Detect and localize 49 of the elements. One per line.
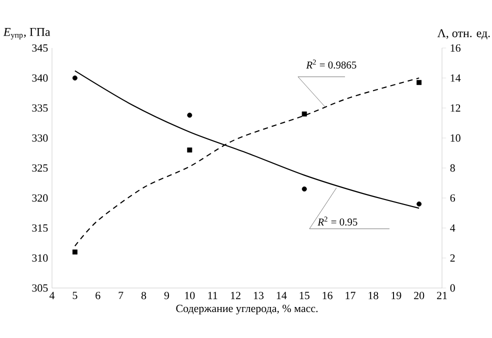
y-tick-label: 320 — [32, 194, 48, 202]
point — [302, 112, 307, 116]
point — [187, 112, 192, 118]
y2-tick-label: 2 — [450, 254, 455, 262]
y2-tick-label: 14 — [450, 74, 461, 82]
x-tick-label: 14 — [276, 292, 287, 300]
point — [416, 80, 422, 85]
point — [187, 148, 192, 152]
y2-tick-label: 4 — [450, 224, 456, 232]
x-tick-label: 4 — [49, 292, 55, 300]
point — [72, 250, 78, 254]
y-tick-label: 315 — [32, 224, 48, 232]
point — [302, 186, 307, 192]
y2-tick-label: 12 — [450, 104, 460, 112]
y2-tick-label: 8 — [450, 164, 455, 172]
x-tick-label: 20 — [414, 292, 424, 300]
x-tick-label: 19 — [392, 292, 402, 300]
x-tick-label: 6 — [96, 292, 100, 300]
x-tick-label: 17 — [346, 292, 356, 300]
y2-axis-title: Λ, отн. ед. — [437, 29, 490, 40]
x-axis-title: Содержание углерода, % масс. — [176, 304, 318, 314]
x-tick-label: 10 — [185, 292, 195, 300]
y-tick-label: 335 — [32, 104, 48, 112]
y-tick-label: 325 — [32, 164, 48, 172]
x-tick-label: 5 — [72, 292, 78, 300]
point — [416, 202, 422, 206]
y-axis-title: E$_{упр}$, ГПа — [3, 28, 50, 40]
y-tick-label: 310 — [32, 254, 48, 262]
x-tick-label: 8 — [141, 292, 146, 300]
y-tick-label: 340 — [32, 74, 48, 82]
y-tick-label: 305 — [32, 284, 48, 292]
x-tick-label: 21 — [437, 292, 447, 300]
x-tick-label: 16 — [322, 292, 332, 300]
y2-tick-label: 0 — [450, 284, 455, 292]
y2-tick-label: 10 — [450, 134, 460, 142]
x-tick-label: 13 — [254, 292, 264, 300]
y-tick-label: 330 — [32, 134, 48, 142]
annotation: R$^{2}$ = 0.9865 — [306, 60, 356, 69]
y2-tick-label: 6 — [450, 194, 456, 202]
y-tick-label: 345 — [32, 44, 48, 52]
point — [72, 76, 78, 80]
x-tick-label: 7 — [118, 292, 124, 300]
x-tick-label: 9 — [164, 292, 169, 300]
x-tick-label: 18 — [368, 292, 378, 300]
x-tick-label: 12 — [231, 292, 240, 300]
y2-tick-label: 16 — [450, 44, 460, 52]
x-tick-label: 15 — [300, 292, 310, 300]
x-tick-label: 11 — [208, 292, 218, 300]
annotation: R$^{2}$ = 0.95 — [318, 216, 358, 226]
